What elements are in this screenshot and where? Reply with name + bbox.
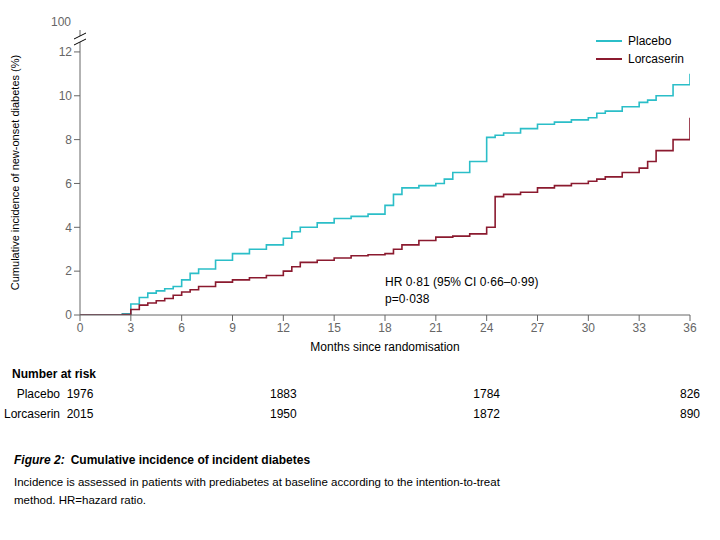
svg-text:1883: 1883 bbox=[270, 387, 297, 401]
svg-text:100: 100 bbox=[51, 15, 71, 29]
svg-text:1872: 1872 bbox=[473, 407, 500, 421]
svg-text:p=0·038: p=0·038 bbox=[385, 292, 430, 306]
svg-text:6: 6 bbox=[178, 321, 185, 335]
svg-text:Number at risk: Number at risk bbox=[12, 367, 96, 381]
svg-text:30: 30 bbox=[582, 321, 596, 335]
svg-text:36: 36 bbox=[683, 321, 697, 335]
svg-text:Figure 2:Cumulative incidence: Figure 2:Cumulative incidence of inciden… bbox=[14, 453, 310, 467]
svg-text:9: 9 bbox=[229, 321, 236, 335]
svg-text:Incidence is assessed in patie: Incidence is assessed in patients with p… bbox=[14, 476, 501, 488]
svg-text:Lorcaserin: Lorcaserin bbox=[8, 407, 60, 421]
svg-text:826: 826 bbox=[680, 387, 700, 401]
svg-text:Cumulative incidence of new-on: Cumulative incidence of new-onset diabet… bbox=[9, 55, 21, 290]
html-text:Lorcaserin: Lorcaserin bbox=[628, 52, 684, 66]
svg-text:18: 18 bbox=[378, 321, 392, 335]
svg-text:21: 21 bbox=[429, 321, 443, 335]
svg-text:27: 27 bbox=[531, 321, 545, 335]
svg-text:4: 4 bbox=[65, 221, 72, 235]
svg-text:12: 12 bbox=[59, 45, 73, 59]
svg-text:Months since randomisation: Months since randomisation bbox=[310, 340, 459, 354]
svg-text:HR 0·81 (95% CI 0·66–0·99): HR 0·81 (95% CI 0·66–0·99) bbox=[385, 275, 538, 289]
svg-text:24: 24 bbox=[480, 321, 494, 335]
svg-text:1976: 1976 bbox=[67, 387, 94, 401]
svg-text:15: 15 bbox=[327, 321, 341, 335]
svg-text:0: 0 bbox=[65, 308, 72, 322]
svg-text:2: 2 bbox=[65, 264, 72, 278]
svg-text:890: 890 bbox=[680, 407, 700, 421]
svg-text:1950: 1950 bbox=[270, 407, 297, 421]
svg-text:Placebo: Placebo bbox=[17, 387, 61, 401]
svg-text:3: 3 bbox=[127, 321, 134, 335]
html-text:Placebo: Placebo bbox=[628, 34, 672, 48]
svg-text:method. HR=hazard ratio.: method. HR=hazard ratio. bbox=[14, 494, 146, 506]
svg-text:2015: 2015 bbox=[67, 407, 94, 421]
svg-text:8: 8 bbox=[65, 133, 72, 147]
svg-text:0: 0 bbox=[77, 321, 84, 335]
svg-text:10: 10 bbox=[59, 89, 73, 103]
svg-text:33: 33 bbox=[632, 321, 646, 335]
svg-text:1784: 1784 bbox=[473, 387, 500, 401]
svg-text:12: 12 bbox=[277, 321, 291, 335]
svg-text:6: 6 bbox=[65, 177, 72, 191]
